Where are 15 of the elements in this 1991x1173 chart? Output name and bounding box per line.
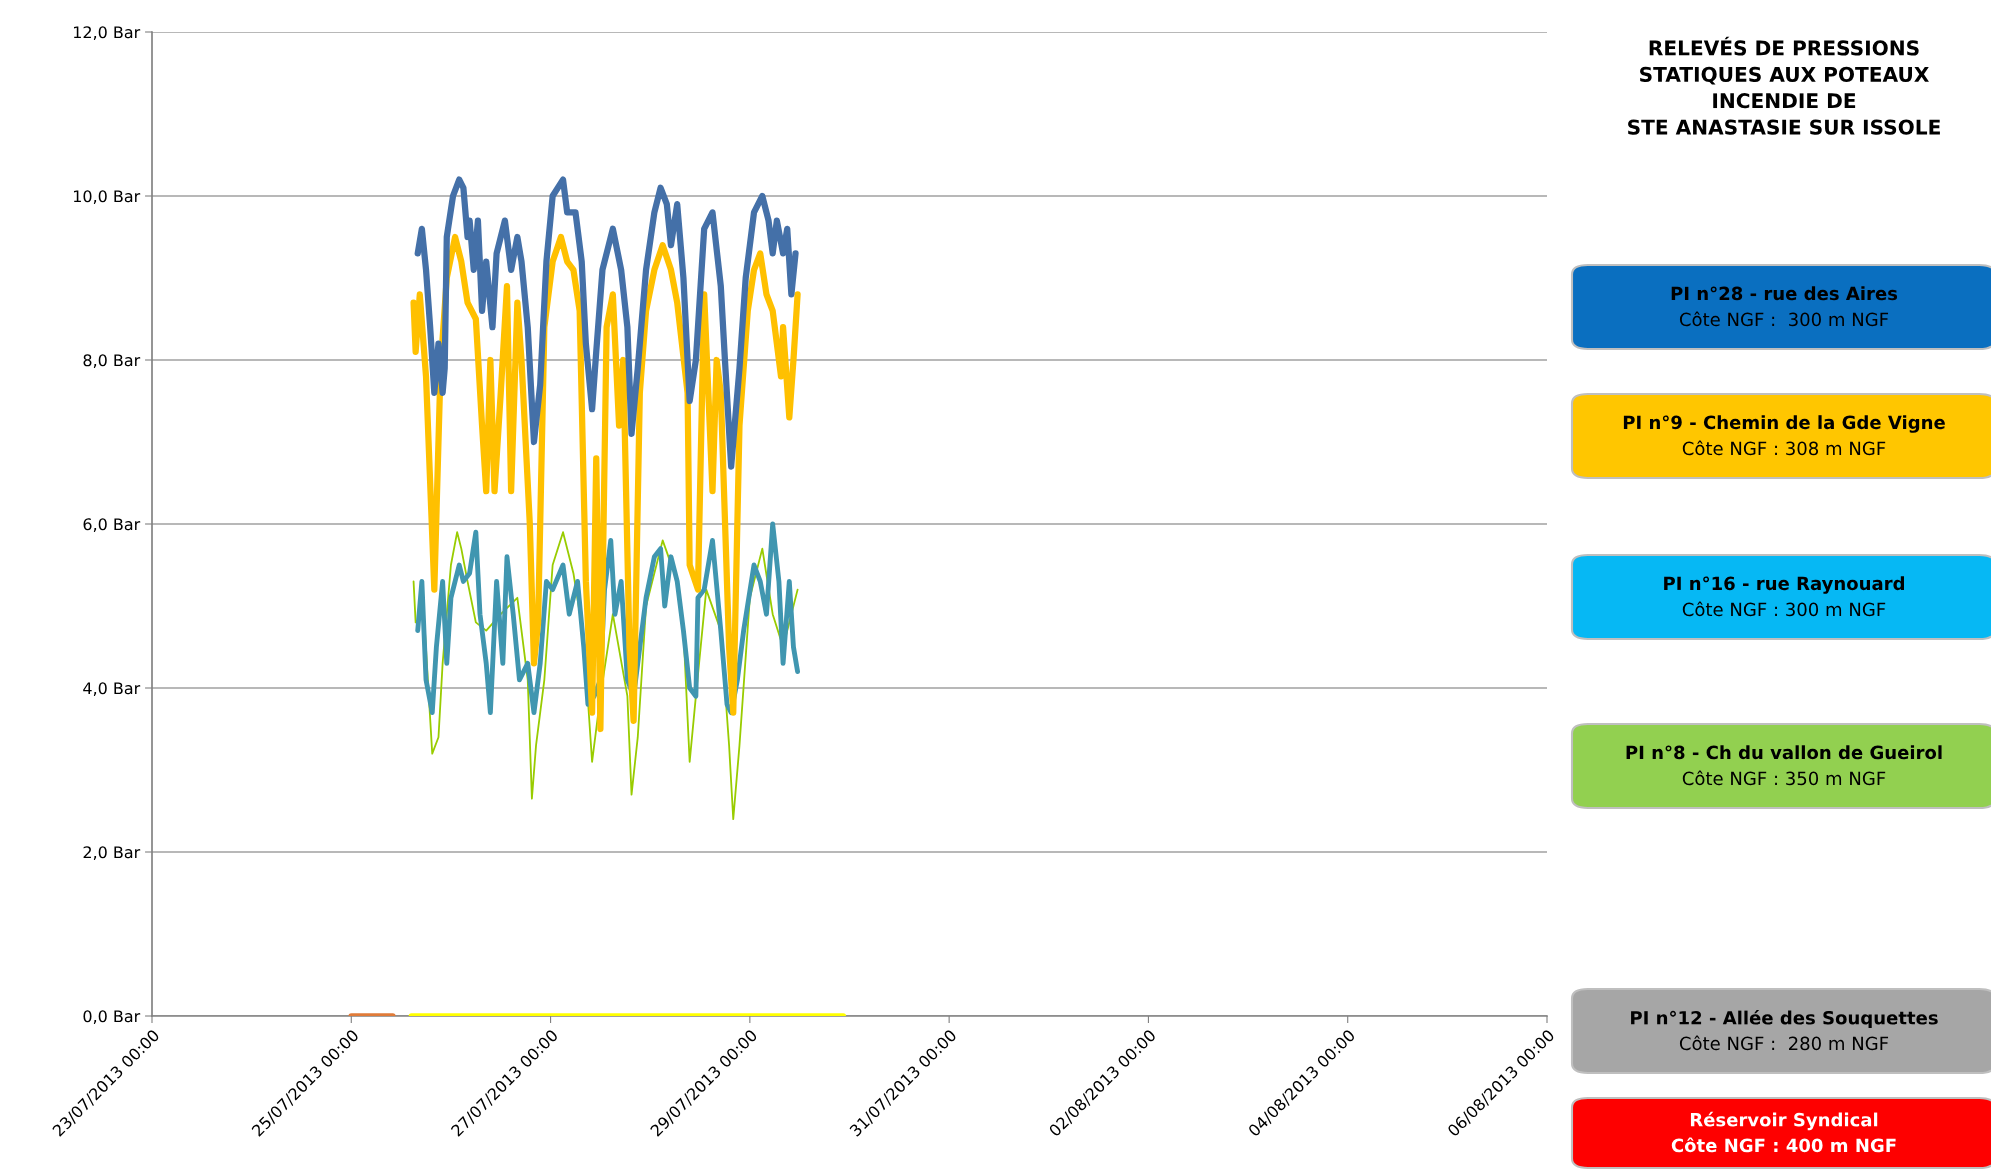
line-series xyxy=(415,521,801,716)
text: PI n°9 - Chemin de la Gde Vigne Côte NGF : 308 m NGF xyxy=(1623,415,1945,456)
y-tick-label: 8,0 Bar xyxy=(83,354,141,368)
text: RELEVÉS DE PRESSIONS STATIQUES AUX POTEAUX INCENDIE DE STE ANASTASIE SUR ISSOLE xyxy=(1628,36,1940,135)
text: PI n°8 - Ch du vallon de Gueirol Côte NGF : 350 m NGF xyxy=(1626,745,1942,786)
text: Réservoir Syndical Côte NGF : 400 m NGF xyxy=(1671,1111,1896,1153)
y-tick-label: 0,0 Bar xyxy=(83,1010,141,1024)
y-tick-label: 2,0 Bar xyxy=(83,846,141,860)
y-tick-label: 10,0 Bar xyxy=(74,190,141,204)
y-tick-label: 4,0 Bar xyxy=(83,682,141,696)
text: PI n°12 - Allée des Souquettes Côte NGF : 280 m NGF xyxy=(1631,1009,1938,1051)
text: PI n°16 - rue Raynouard Côte NGF : 300 m NGF xyxy=(1664,576,1904,617)
y-tick-label: 6,0 Bar xyxy=(83,518,141,532)
text: PI n°28 - rue des Aires Côte NGF : 300 m NGF xyxy=(1671,286,1898,327)
y-tick-label: 12,0 Bar xyxy=(74,26,141,40)
